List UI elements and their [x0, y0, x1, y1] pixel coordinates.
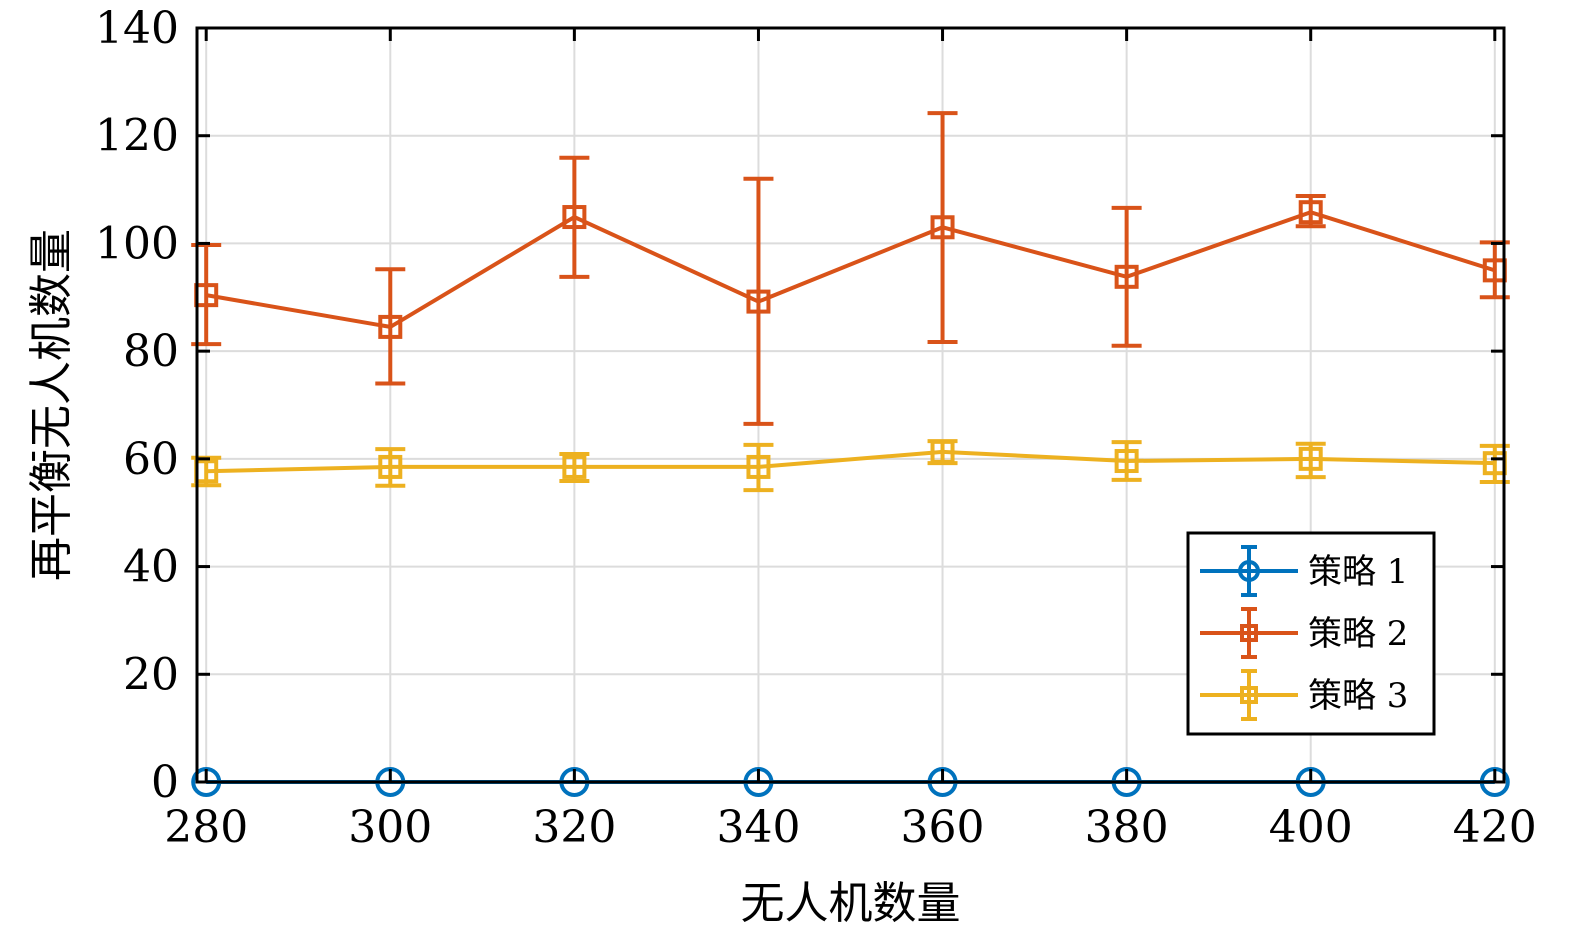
x-tick-label: 320: [532, 802, 616, 853]
x-tick-label: 360: [901, 802, 985, 853]
x-tick-label: 380: [1085, 802, 1169, 853]
legend: 策略 1 策略 2 策略 3: [1186, 531, 1436, 736]
legend-marker: [1240, 686, 1258, 704]
y-tick-label: 0: [151, 757, 179, 808]
legend-label: 策略 2: [1308, 614, 1408, 654]
y-tick-label: 40: [123, 542, 179, 593]
y-tick-labels: 0 20 40 60 80 100 120 140: [95, 3, 179, 808]
data-point: [930, 215, 955, 240]
axis-ticks: [197, 26, 1504, 784]
data-point: [1114, 449, 1139, 474]
data-point: [746, 289, 771, 314]
data-point: [378, 454, 403, 479]
data-point: [930, 439, 955, 464]
legend-marker: [1240, 624, 1258, 642]
legend-label: 策略 3: [1308, 676, 1408, 716]
data-point: [378, 314, 403, 339]
data-point: [1114, 264, 1139, 289]
y-tick-label: 120: [95, 111, 179, 162]
x-tick-label: 300: [348, 802, 432, 853]
x-tick-labels: 280 300 320 340 360 380 400 420: [164, 802, 1537, 853]
legend-item: 策略 1: [1200, 545, 1408, 597]
legend-item: 策略 3: [1200, 669, 1408, 721]
y-tick-label: 80: [123, 326, 179, 377]
y-axis-label: 再平衡无人机数量: [26, 229, 77, 581]
y-tick-label: 100: [95, 218, 179, 269]
series-3: [191, 439, 1510, 493]
data-point: [746, 454, 771, 479]
y-tick-label: 20: [123, 649, 179, 700]
x-tick-label: 420: [1453, 802, 1537, 853]
data-point: [1298, 200, 1323, 225]
data-point: [562, 205, 587, 230]
legend-item: 策略 2: [1200, 607, 1408, 659]
data-point: [1298, 446, 1323, 471]
legend-label: 策略 1: [1308, 552, 1408, 592]
x-tick-label: 400: [1269, 802, 1353, 853]
x-tick-label: 340: [716, 802, 800, 853]
legend-marker: [1238, 560, 1260, 582]
plot-area-frame: [195, 26, 1506, 784]
series-2: [191, 111, 1510, 426]
x-tick-label: 280: [164, 802, 248, 853]
data-point: [562, 454, 587, 479]
y-tick-label: 140: [95, 3, 179, 54]
y-tick-label: 60: [123, 434, 179, 485]
series-line: [206, 449, 1495, 474]
x-axis-label: 无人机数量: [741, 878, 961, 929]
series-line: [205, 210, 1496, 330]
